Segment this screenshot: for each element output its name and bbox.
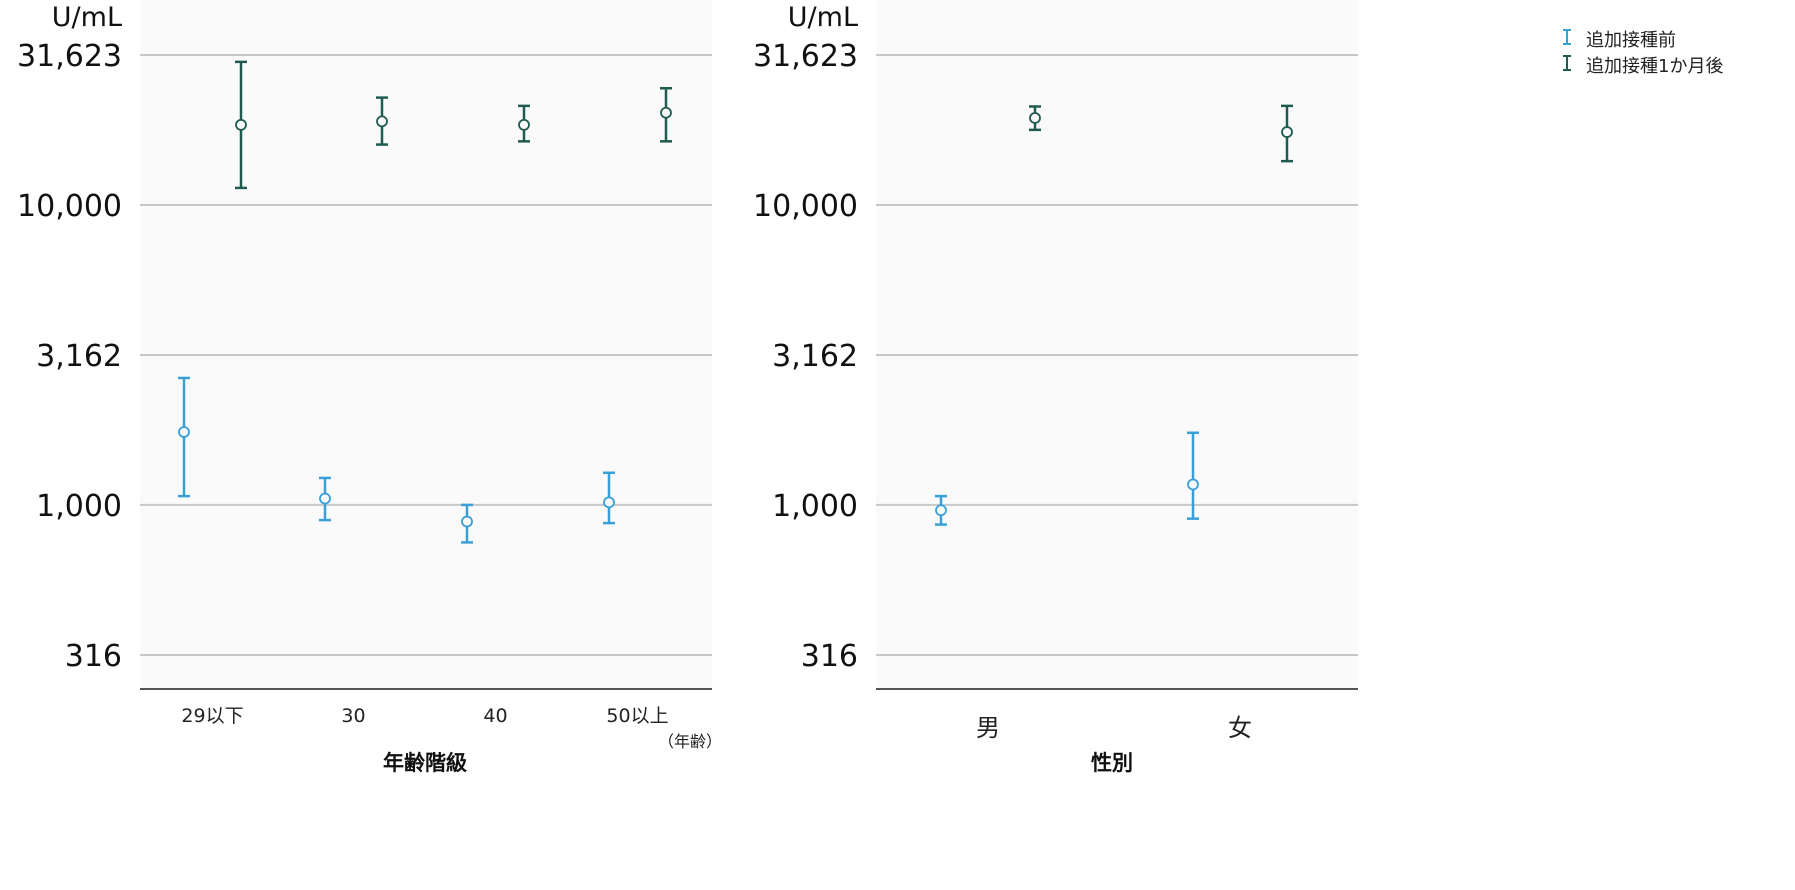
error-bar — [235, 60, 247, 190]
mean-marker — [376, 115, 388, 128]
plot-background — [140, 0, 712, 689]
mean-marker — [235, 118, 247, 131]
mean-marker — [178, 426, 190, 438]
mean-marker — [319, 492, 331, 505]
error-bar — [376, 96, 388, 146]
error-bar — [660, 86, 672, 143]
mean-marker — [461, 515, 473, 528]
x-axis-title: 性別 — [1091, 751, 1133, 775]
x-tick-label: 30 — [341, 705, 365, 727]
x-tick-label: 29以下 — [181, 705, 243, 727]
mean-marker — [1029, 112, 1041, 124]
error-bar — [319, 476, 331, 522]
error-bar — [603, 471, 615, 525]
error-bar — [178, 376, 190, 498]
x-axis-title: 年齢階級 — [383, 751, 467, 775]
errorbar-icon — [1560, 54, 1586, 77]
error-bar — [1281, 104, 1293, 163]
error-bar — [518, 104, 530, 143]
x-tick-label: 40 — [483, 705, 507, 727]
mean-marker — [603, 496, 615, 509]
chart-age-svg: 316 1,000 3,162 10,000 31,623 U/mL 29以下 30 40 50以… — [17, 0, 722, 775]
legend-item: 追加接種前 — [1560, 26, 1723, 52]
y-axis-unit: U/mL — [788, 2, 858, 33]
y-tick-label: 3,162 — [772, 339, 858, 374]
mean-marker — [518, 118, 530, 131]
chart-sex-svg: 316 1,000 3,162 10,000 31,623 U/mL 男 女性別 — [753, 0, 1358, 775]
chart-panel-age: 316 1,000 3,162 10,000 31,623 U/mL 29以下 30 40 50以… — [0, 0, 760, 886]
mean-marker — [660, 106, 672, 119]
error-bar — [935, 494, 947, 526]
y-axis-unit: U/mL — [52, 2, 122, 33]
x-tick-label: 男 — [976, 714, 1000, 742]
legend-item: 追加接種1か月後 — [1560, 52, 1723, 78]
y-tick-label: 3,162 — [36, 339, 122, 374]
y-tick-label: 316 — [801, 639, 858, 674]
mean-marker — [1187, 478, 1199, 491]
chart-panel-sex: 316 1,000 3,162 10,000 31,623 U/mL 男 女性別 — [740, 0, 1540, 886]
mean-marker — [935, 504, 947, 517]
legend-label: 追加接種前 — [1586, 30, 1676, 51]
error-bar — [1187, 431, 1199, 520]
error-bar — [461, 503, 473, 544]
x-axis-unit-note: （年齢） — [658, 732, 722, 751]
y-tick-label: 316 — [65, 639, 122, 674]
y-tick-label: 31,623 — [17, 39, 122, 74]
x-tick-label: 女 — [1228, 714, 1252, 742]
legend: 追加接種前 追加接種1か月後 — [1560, 26, 1723, 78]
mean-marker — [1281, 126, 1293, 138]
x-tick-label: 50以上 — [606, 705, 668, 727]
legend-label: 追加接種1か月後 — [1586, 56, 1724, 77]
y-tick-label: 31,623 — [753, 39, 858, 74]
errorbar-icon — [1560, 28, 1586, 51]
error-bar — [1029, 105, 1041, 132]
y-tick-label: 10,000 — [753, 189, 858, 224]
plot-background — [876, 0, 1358, 689]
y-tick-label: 1,000 — [772, 489, 858, 524]
y-tick-label: 1,000 — [36, 489, 122, 524]
y-tick-label: 10,000 — [17, 189, 122, 224]
